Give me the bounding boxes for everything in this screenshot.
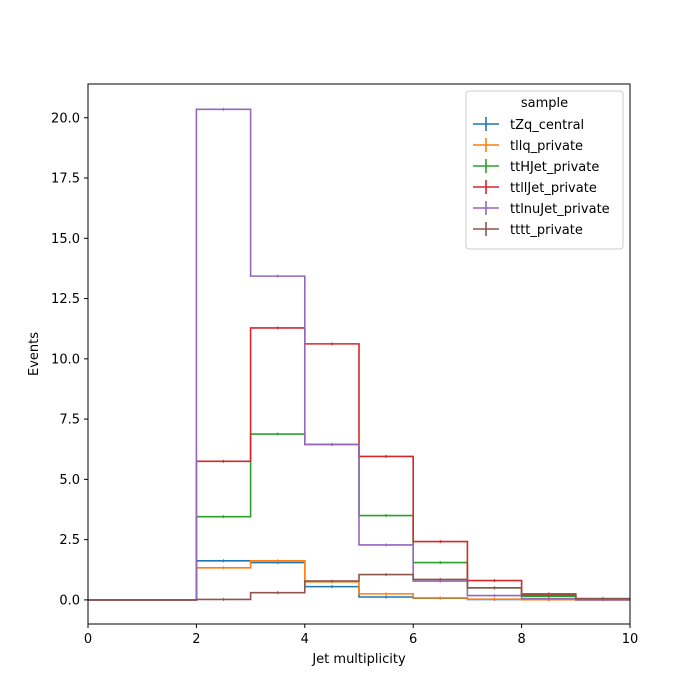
plot-area [88,107,630,602]
legend-entry-ttllJet_private: ttllJet_private [473,180,597,196]
y-tick-label-5: 12.5 [51,292,80,307]
legend-box [465,90,624,250]
legend-entry-tZq_central: tZq_central [473,117,584,133]
y-tick-label-0: 0.0 [59,593,80,608]
series-tttt_private [88,573,630,601]
y-tick-label-7: 17.5 [51,172,80,187]
legend-label-ttlnuJet_private: ttlnuJet_private [510,202,610,217]
y-tick-label-8: 20.0 [51,111,80,126]
legend-entry-tttt_private: tttt_private [473,222,583,238]
x-tick-label-0: 0 [84,632,92,647]
histogram-step-ttlnuJet_private [88,108,630,601]
y-tick-label-6: 15.0 [51,232,80,247]
y-tick-label-3: 7.5 [59,413,80,428]
legend-label-ttllJet_private: ttllJet_private [510,181,597,196]
legend-label-tZq_central: tZq_central [510,118,584,133]
y-axis-label: Events [27,332,42,376]
x-axis-label: Jet multiplicity [311,652,406,667]
legend-entry-tllq_private: tllq_private [473,138,583,154]
histogram-step-tttt_private [88,573,630,601]
x-tick-label-1: 2 [192,632,200,647]
x-tick-label-5: 10 [622,632,639,647]
legend-entry-ttHJet_private: ttHJet_private [473,159,599,175]
plot-frame [87,83,631,625]
legend-label-tllq_private: tllq_private [510,139,583,154]
y-tick-label-2: 5.0 [59,473,80,488]
legend-title: sample [521,96,568,111]
y-tick-label-4: 10.0 [51,352,80,367]
legend-label-tttt_private: tttt_private [510,223,583,238]
x-tick-label-3: 6 [409,632,417,647]
y-tick-label-1: 2.5 [59,533,80,548]
legend-entry-ttlnuJet_private: ttlnuJet_private [473,201,610,217]
x-tick-label-4: 8 [517,632,525,647]
axes: 0 2 4 6 8 10 0.0 2.5 5.0 7.5 10.0 12.5 15.0 17.5 20.0 [51,111,638,647]
legend-label-ttHJet_private: ttHJet_private [510,160,599,175]
x-tick-label-2: 4 [301,632,309,647]
legend: sample tZq_central tllq_private ttHJet_priv… [465,90,624,250]
